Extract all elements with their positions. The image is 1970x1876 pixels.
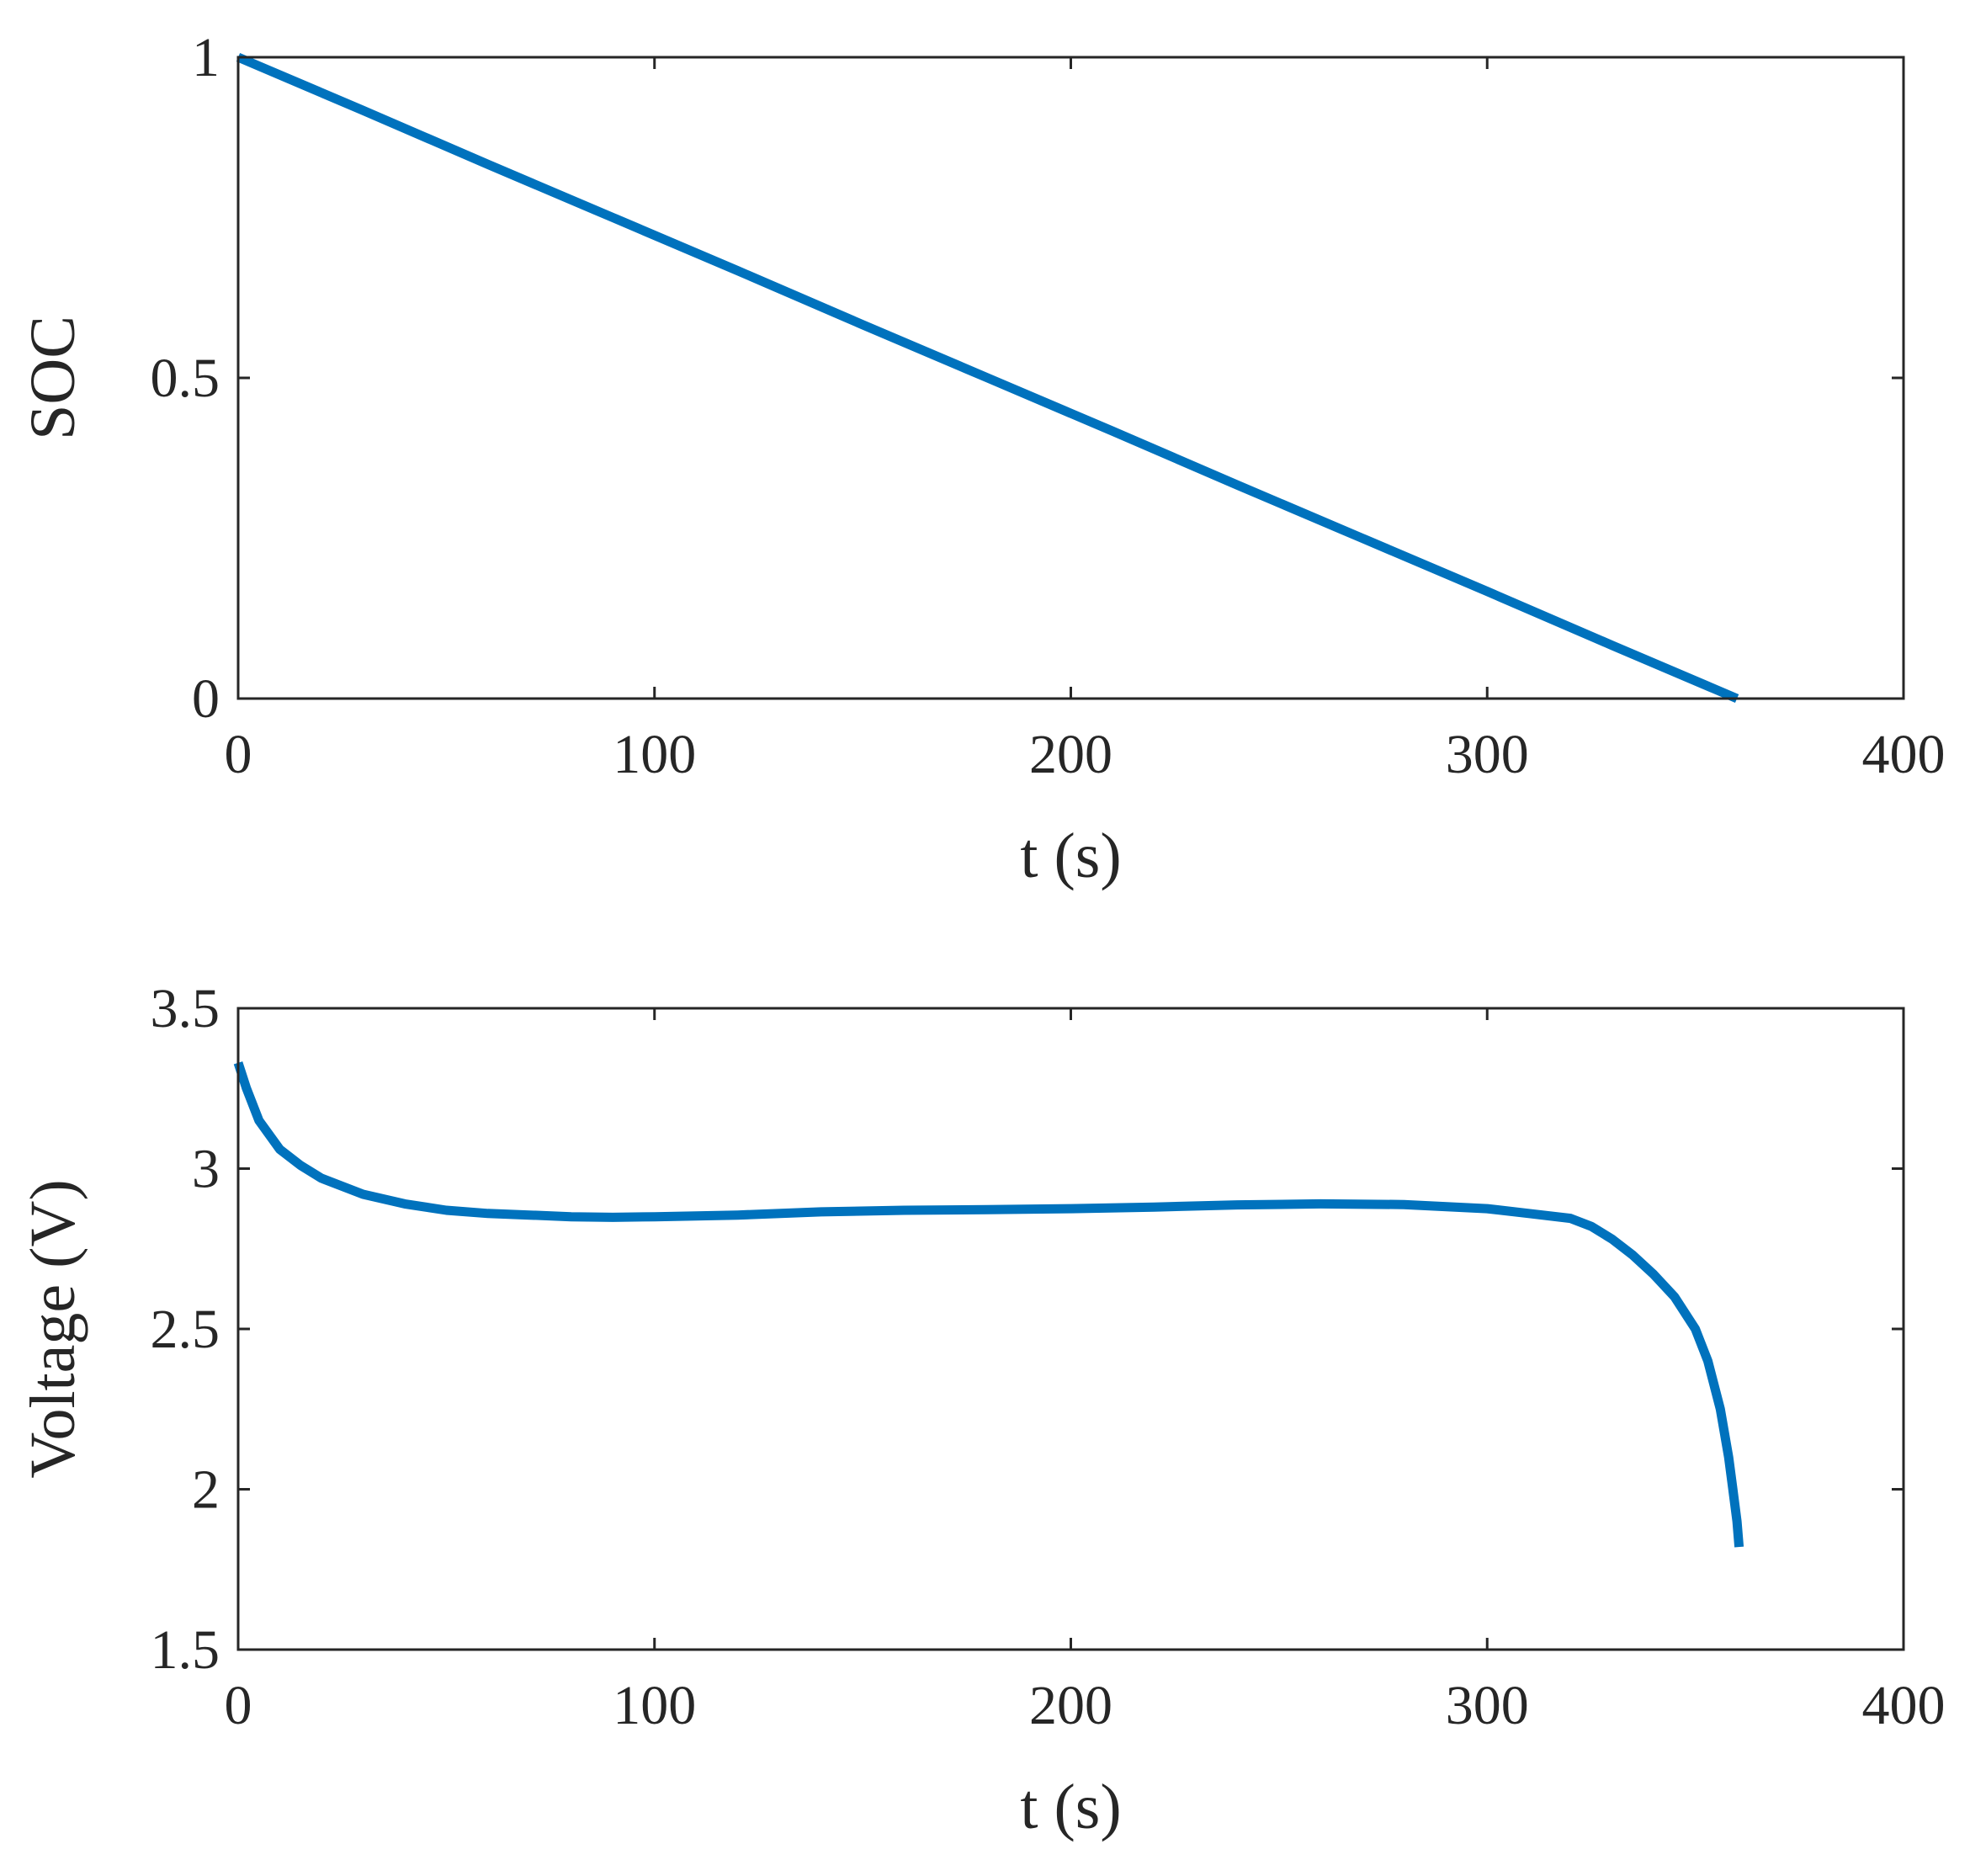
voltage-x-tick-labels: 0 100 200 300 400 bbox=[225, 1675, 1946, 1736]
soc-x-tick-label: 100 bbox=[613, 724, 696, 785]
voltage-x-axis-label: t (s) bbox=[1020, 1772, 1121, 1842]
soc-y-tick-labels: 00.51 bbox=[151, 27, 220, 730]
soc-y-tick-label: 1 bbox=[192, 27, 220, 88]
soc-series-layer bbox=[236, 52, 1739, 704]
voltage-y-tick-label: 2 bbox=[192, 1459, 220, 1521]
voltage-y-tick-label: 3 bbox=[192, 1139, 220, 1200]
soc-y-tick-label: 0 bbox=[192, 668, 220, 730]
soc-x-tick-labels: 0 100 200 300 400 bbox=[225, 724, 1946, 785]
voltage-x-tick-label: 0 bbox=[225, 1675, 252, 1736]
voltage-panel: 0 100 200 300 400 1.5 2 2.5 3 3.5 t (s) Voltage … bbox=[18, 978, 1946, 1842]
voltage-x-tick-label: 100 bbox=[613, 1675, 696, 1736]
voltage-y-tick-label: 2.5 bbox=[151, 1299, 220, 1360]
soc-series-line-0 bbox=[236, 52, 1739, 704]
voltage-ticks bbox=[236, 1007, 1905, 1651]
soc-panel: 0 100 200 300 400 00.51 t (s) SOC bbox=[18, 27, 1946, 891]
voltage-y-tick-labels: 1.5 2 2.5 3 3.5 bbox=[151, 978, 220, 1681]
voltage-y-axis-label: Voltage (V) bbox=[18, 1179, 88, 1478]
voltage-x-tick-label: 400 bbox=[1862, 1675, 1946, 1736]
soc-x-tick-label: 0 bbox=[225, 724, 252, 785]
soc-y-axis-label: SOC bbox=[18, 316, 88, 440]
voltage-series-line-0 bbox=[233, 1061, 1744, 1548]
voltage-series-layer bbox=[233, 1061, 1744, 1548]
soc-y-tick-label: 0.5 bbox=[151, 348, 220, 409]
soc-x-axis-label: t (s) bbox=[1020, 821, 1121, 891]
voltage-x-tick-label: 200 bbox=[1029, 1675, 1112, 1736]
voltage-y-tick-label: 3.5 bbox=[151, 978, 220, 1039]
soc-x-tick-label: 200 bbox=[1029, 724, 1112, 785]
voltage-y-tick-label: 1.5 bbox=[151, 1619, 220, 1681]
soc-x-tick-label: 400 bbox=[1862, 724, 1946, 785]
voltage-x-tick-label: 300 bbox=[1446, 1675, 1529, 1736]
soc-ticks bbox=[236, 56, 1905, 700]
soc-x-tick-label: 300 bbox=[1446, 724, 1529, 785]
